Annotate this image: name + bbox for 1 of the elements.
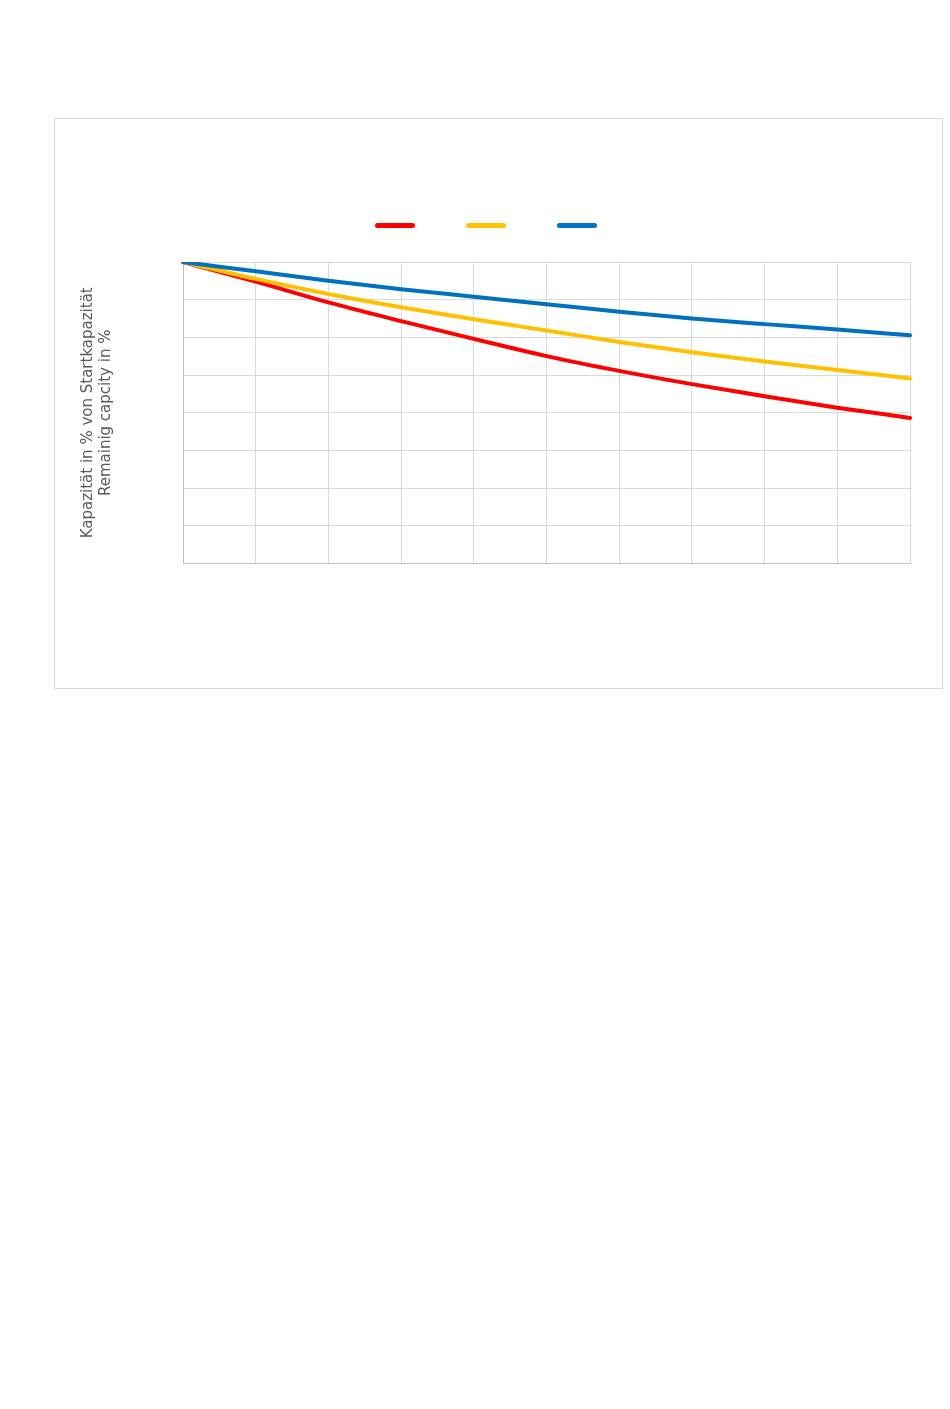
y-axis-title: Kapazität in % von Startkapazität Remainig capcity in %	[77, 287, 114, 539]
